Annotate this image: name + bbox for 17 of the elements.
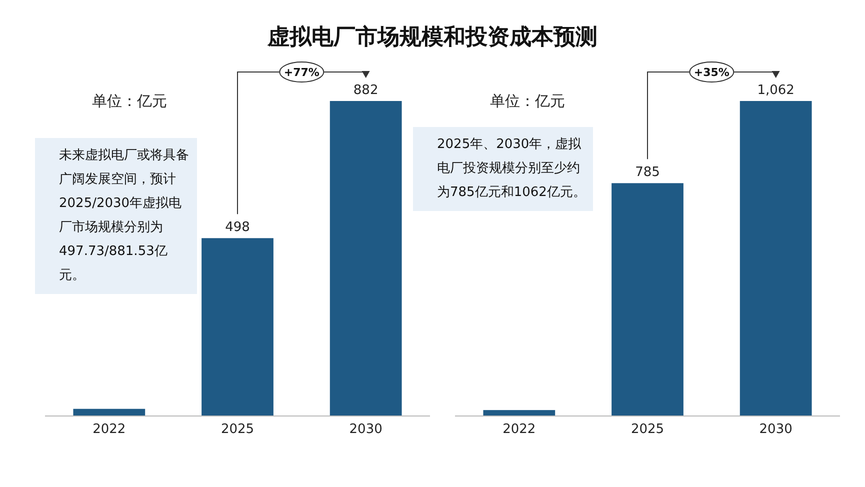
x-tick-label: 2022 — [92, 422, 126, 437]
data-label: 882 — [353, 83, 378, 98]
data-label: 1,062 — [757, 83, 794, 98]
annotation: 2025年、2030年，虚拟电厂投资规模分别至少约为785亿元和1062亿元。 — [413, 127, 593, 211]
x-tick-label: 2025 — [220, 422, 254, 437]
data-label: 498 — [225, 220, 250, 236]
chart-title: 虚拟电厂市场规模和投资成本预测 — [266, 24, 598, 52]
x-tick-label: 2022 — [502, 422, 536, 437]
x-tick-label: 2030 — [759, 422, 792, 437]
text: +35% — [694, 66, 730, 79]
x-tick-label: 2025 — [630, 422, 664, 437]
annotation: 单位：亿元 — [92, 92, 167, 111]
annotation: 未来虚拟电厂或将具备广阔发展空间，预计2025/2030年虚拟电厂市场规模分别为497.73/881.53亿元。 — [35, 138, 197, 294]
annotation: 单位：亿元 — [490, 92, 565, 111]
text: +77% — [284, 66, 320, 79]
data-label: 785 — [635, 165, 660, 180]
x-tick-label: 2030 — [349, 422, 382, 437]
